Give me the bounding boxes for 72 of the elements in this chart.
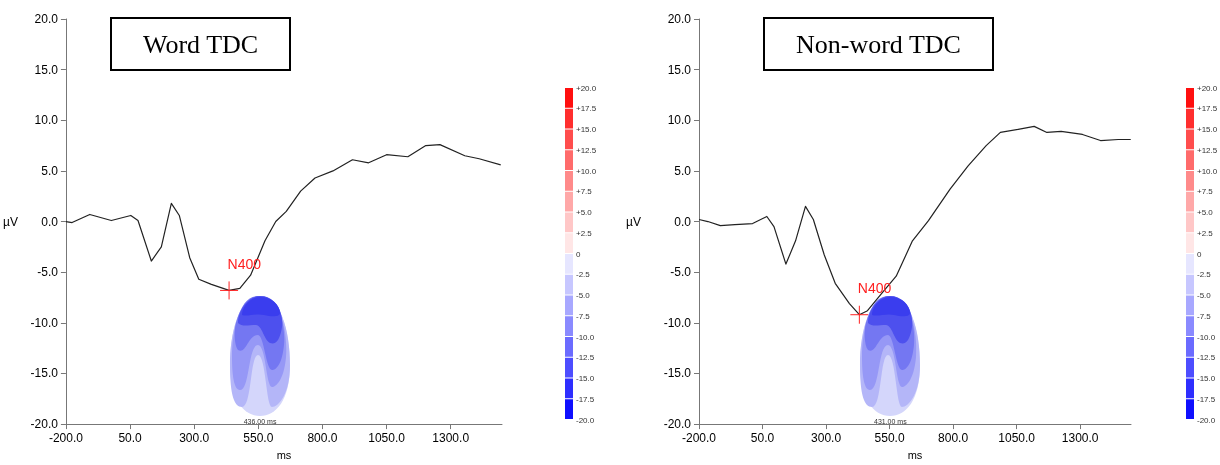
x-tick-label: 1300.0: [432, 431, 470, 446]
color-bar-label: -10.0: [576, 332, 595, 342]
color-bar-label: +7.5: [1197, 187, 1214, 197]
color-bar-label: +15.0: [576, 125, 597, 134]
y-tick-label: 0.0: [41, 214, 59, 229]
color-bar-label: 0: [1197, 249, 1202, 259]
y-tick-label: 10.0: [34, 113, 59, 128]
y-tick-label: -10.0: [663, 315, 692, 330]
y-tick-label: 15.0: [34, 62, 59, 77]
y-tick-label: 20.0: [34, 12, 59, 26]
y-tick-label: -15.0: [30, 366, 59, 381]
y-tick-label: 10.0: [667, 113, 692, 128]
color-bar-label: -20.0: [1197, 415, 1216, 425]
y-tick-label: -20.0: [663, 417, 692, 432]
y-axis-title: µV: [626, 214, 641, 229]
x-tick-label: 550.0: [874, 431, 905, 446]
color-bar-label: -15.0: [576, 374, 595, 383]
color-bar-label: +20.0: [576, 83, 597, 93]
y-tick-label: -10.0: [30, 315, 59, 330]
x-tick-label: 1050.0: [368, 431, 406, 446]
color-bar-label: -17.5: [1197, 394, 1216, 404]
x-axis-title: ms: [276, 448, 292, 461]
x-tick-label: 1300.0: [1061, 431, 1099, 446]
x-tick-label: -200.0: [48, 431, 84, 446]
x-tick-label: 800.0: [307, 431, 338, 446]
color-bar-label: -12.5: [576, 353, 595, 363]
color-bar-label: -17.5: [576, 394, 595, 404]
color-bar-label: -7.5: [1197, 311, 1212, 321]
x-axis-title: ms: [907, 448, 923, 461]
color-bar-label: +17.5: [576, 104, 597, 114]
y-tick-label: 20.0: [667, 12, 692, 26]
x-tick-label: 1050.0: [998, 431, 1036, 446]
color-bar-label: +12.5: [1197, 145, 1218, 155]
y-tick-label: -5.0: [37, 265, 59, 280]
color-bar-label: -7.5: [576, 311, 591, 321]
y-axis-title: µV: [3, 214, 18, 229]
x-tick-label: -200.0: [681, 431, 717, 446]
color-bar-label: +20.0: [1197, 83, 1218, 93]
y-tick-label: -20.0: [30, 417, 59, 432]
color-bar-label: +15.0: [1197, 125, 1218, 134]
y-tick-label: 0.0: [674, 214, 692, 229]
color-bar-label: 0: [576, 249, 581, 259]
y-tick-label: 15.0: [667, 62, 692, 77]
color-bar-label: +7.5: [576, 187, 593, 197]
color-bar-label: +17.5: [1197, 104, 1218, 114]
y-tick-label: -15.0: [663, 366, 692, 381]
x-tick-label: 50.0: [118, 431, 143, 446]
color-bar-label: -15.0: [1197, 374, 1216, 383]
color-bar-label: -2.5: [576, 270, 591, 280]
chart-title: Non-word TDC: [796, 29, 961, 59]
color-bar-label: -5.0: [1197, 291, 1212, 300]
color-bar-label: +10.0: [576, 166, 597, 176]
x-tick-label: 50.0: [750, 431, 775, 446]
x-tick-label: 300.0: [811, 431, 842, 446]
color-bar-label: -20.0: [576, 415, 595, 425]
color-bar-label: +2.5: [576, 228, 593, 238]
color-bar-label: -2.5: [1197, 270, 1212, 280]
x-tick-label: 800.0: [938, 431, 969, 446]
color-bar-label: +5.0: [1197, 208, 1214, 217]
color-bar-label: -10.0: [1197, 332, 1216, 342]
color-bar-label: +10.0: [1197, 166, 1218, 176]
y-tick-label: 5.0: [674, 163, 692, 178]
x-tick-label: 300.0: [179, 431, 210, 446]
x-tick-label: 550.0: [243, 431, 274, 446]
color-bar-label: -5.0: [576, 291, 591, 300]
color-bar-label: +5.0: [576, 208, 593, 217]
y-tick-label: 5.0: [41, 163, 59, 178]
color-bar-label: +2.5: [1197, 228, 1214, 238]
chart-title: Word TDC: [143, 29, 259, 59]
color-bar-label: -12.5: [1197, 353, 1216, 363]
y-tick-label: -5.0: [670, 265, 692, 280]
color-bar-label: +12.5: [576, 145, 597, 155]
